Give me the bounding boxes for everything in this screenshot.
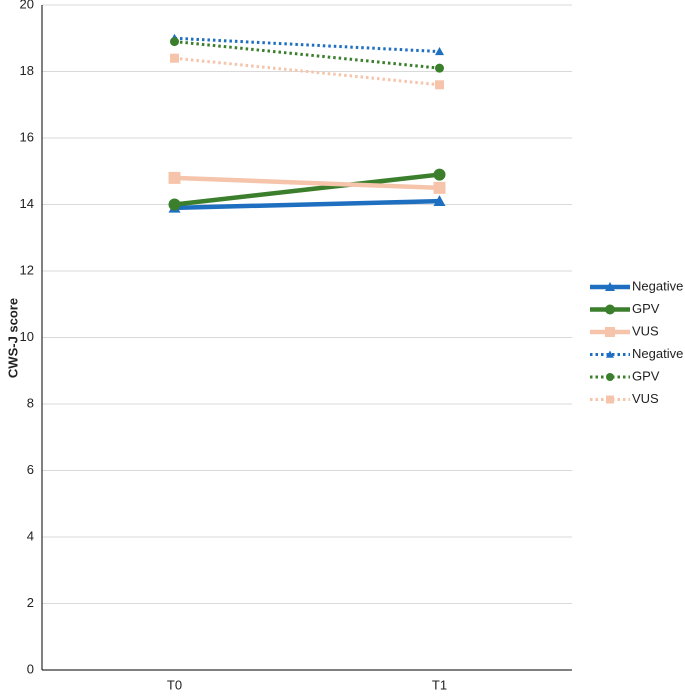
series-line: [174, 56, 440, 87]
y-tick-label: 4: [27, 528, 34, 543]
series-line: [174, 36, 440, 54]
legend-label: GPV: [632, 368, 660, 383]
series-line: [174, 172, 440, 207]
legend-label: Negative: [632, 346, 683, 361]
y-tick-label: 20: [20, 0, 34, 11]
marker: [433, 168, 446, 181]
marker: [435, 47, 444, 56]
marker: [606, 350, 614, 358]
y-tick-label: 2: [27, 595, 34, 610]
y-tick-label: 16: [20, 129, 34, 144]
marker: [433, 195, 446, 206]
y-tick-label: 8: [27, 395, 34, 410]
marker: [170, 37, 179, 47]
series-line: [174, 198, 440, 211]
y-tick-label: 10: [20, 329, 34, 344]
x-tick-label: T0: [167, 677, 182, 692]
legend-label: VUS: [632, 391, 659, 406]
y-tick-label: 0: [27, 661, 34, 676]
marker: [605, 304, 615, 315]
marker: [170, 53, 179, 63]
legend-label: VUS: [632, 323, 659, 338]
series-line: [174, 40, 440, 70]
y-tick-label: 18: [20, 63, 34, 78]
marker: [606, 395, 614, 404]
marker: [606, 373, 614, 381]
y-tick-label: 12: [20, 262, 34, 277]
marker: [605, 327, 615, 337]
marker: [168, 198, 181, 211]
series-line: [174, 175, 440, 191]
marker: [605, 282, 615, 291]
legend-label: GPV: [632, 301, 660, 316]
x-tick-label: T1: [432, 677, 447, 692]
y-axis-label: CWS-J score: [5, 298, 20, 378]
marker: [435, 63, 444, 73]
marker: [435, 80, 444, 90]
legend-label: Negative: [632, 278, 683, 293]
marker: [433, 181, 446, 194]
y-tick-label: 6: [27, 462, 34, 477]
marker: [168, 171, 181, 184]
y-tick-label: 14: [20, 196, 34, 211]
